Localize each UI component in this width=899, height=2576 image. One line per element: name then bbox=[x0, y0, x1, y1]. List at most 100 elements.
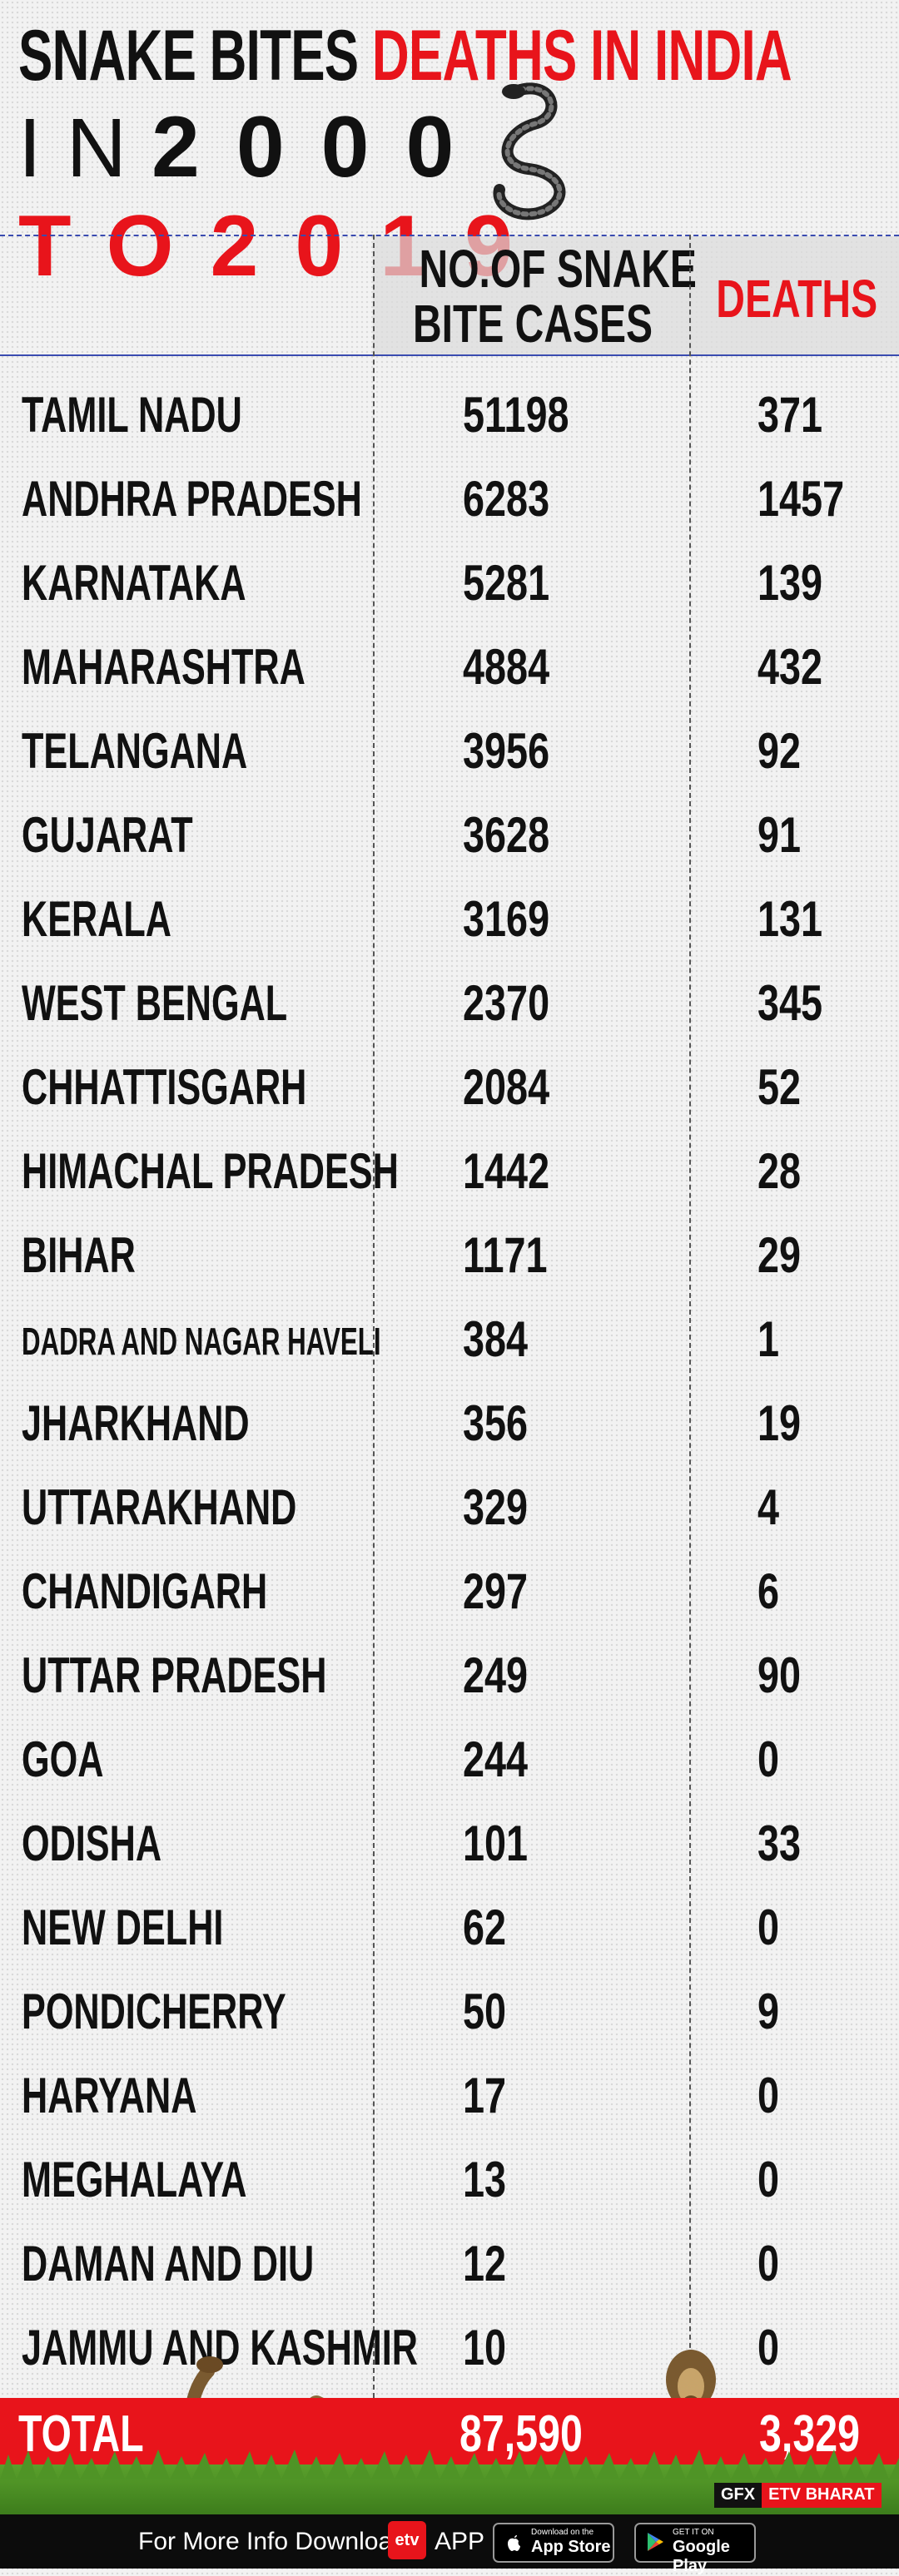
cases-value: 356 bbox=[463, 1395, 529, 1451]
table-row: GOA 244 0 bbox=[0, 1719, 899, 1803]
cases-value: 3956 bbox=[463, 723, 550, 779]
state-name: NEW DELHI bbox=[22, 1900, 224, 1955]
deaths-value: 29 bbox=[757, 1227, 802, 1283]
app-store-small-text: Download on the bbox=[531, 2528, 594, 2537]
table-row: CHANDIGARH 297 6 bbox=[0, 1551, 899, 1635]
table-row: GUJARAT 3628 91 bbox=[0, 795, 899, 879]
etv-logo[interactable]: etv bbox=[388, 2521, 426, 2559]
title-red: DEATHS IN INDIA bbox=[371, 16, 792, 96]
app-store-button[interactable]: Download on the App Store bbox=[493, 2523, 614, 2563]
deaths-value: 91 bbox=[757, 807, 802, 863]
state-name: UTTARAKHAND bbox=[22, 1479, 297, 1535]
deaths-value: 432 bbox=[757, 639, 823, 695]
google-play-icon bbox=[648, 2533, 663, 2551]
cases-value: 13 bbox=[463, 2152, 507, 2207]
cases-value: 249 bbox=[463, 1647, 529, 1703]
column-header-cases: NO.OF SNAKE BITE CASES bbox=[373, 241, 697, 354]
total-deaths: 3,329 bbox=[759, 2405, 861, 2463]
table-row: BIHAR 1171 29 bbox=[0, 1215, 899, 1299]
subtitle-to: TO bbox=[18, 198, 211, 295]
state-name: MAHARASHTRA bbox=[22, 639, 305, 695]
cases-value: 17 bbox=[463, 2068, 507, 2123]
deaths-value: 1 bbox=[757, 1311, 780, 1367]
cases-value: 51198 bbox=[463, 387, 569, 443]
table-row: TELANGANA 3956 92 bbox=[0, 711, 899, 795]
column-header-deaths-label: DEATHS bbox=[716, 269, 878, 329]
cases-value: 3169 bbox=[463, 891, 550, 947]
deaths-value: 0 bbox=[757, 1731, 780, 1787]
table-row: ODISHA 101 33 bbox=[0, 1803, 899, 1887]
google-play-label: Google Play bbox=[673, 2538, 730, 2575]
footer-text: For More Info Download bbox=[138, 2528, 406, 2555]
table-row: WEST BENGAL 2370 345 bbox=[0, 963, 899, 1047]
deaths-value: 0 bbox=[757, 2152, 780, 2207]
table-header-background bbox=[373, 236, 899, 354]
state-name: JHARKHAND bbox=[22, 1395, 250, 1451]
cases-value: 2370 bbox=[463, 975, 550, 1031]
subtitle-years: IN2000 TO2019 bbox=[18, 98, 899, 296]
page-title: SNAKE BITES DEATHS IN INDIA bbox=[18, 15, 792, 97]
total-cases: 87,590 bbox=[459, 2405, 583, 2463]
deaths-value: 139 bbox=[757, 555, 823, 611]
deaths-value: 345 bbox=[757, 975, 823, 1031]
cases-value: 4884 bbox=[463, 639, 550, 695]
deaths-value: 33 bbox=[757, 1816, 802, 1871]
state-name: KERALA bbox=[22, 891, 171, 947]
subtitle-year-start: 2000 bbox=[151, 99, 491, 196]
deaths-value: 92 bbox=[757, 723, 802, 779]
cases-value: 384 bbox=[463, 1311, 529, 1367]
table-row: KARNATAKA 5281 139 bbox=[0, 542, 899, 627]
deaths-value: 0 bbox=[757, 2236, 780, 2291]
table-row: UTTARAKHAND 329 4 bbox=[0, 1467, 899, 1551]
state-name: TELANGANA bbox=[22, 723, 248, 779]
cases-value: 1442 bbox=[463, 1143, 550, 1199]
gfx-badge: GFX ETV BHARAT bbox=[714, 2483, 882, 2508]
table-row: CHHATTISGARH 2084 52 bbox=[0, 1047, 899, 1131]
table-row: JHARKHAND 356 19 bbox=[0, 1383, 899, 1467]
cases-value: 12 bbox=[463, 2236, 507, 2291]
title-black: SNAKE BITES bbox=[18, 16, 372, 96]
total-label: TOTAL bbox=[18, 2405, 144, 2463]
table-row: ANDHRA PRADESH 6283 1457 bbox=[0, 458, 899, 542]
table-row: HARYANA 17 0 bbox=[0, 2055, 899, 2139]
cases-value: 101 bbox=[463, 1816, 529, 1871]
deaths-value: 52 bbox=[757, 1059, 802, 1115]
state-name: PONDICHERRY bbox=[22, 1984, 286, 2039]
snake-illustration-icon bbox=[493, 82, 566, 220]
table-header: NO.OF SNAKE BITE CASES DEATHS bbox=[0, 235, 899, 356]
table-row: MEGHALAYA 13 0 bbox=[0, 2139, 899, 2223]
table-row: NEW DELHI 62 0 bbox=[0, 1887, 899, 1971]
state-name: ODISHA bbox=[22, 1816, 162, 1871]
state-name: GUJARAT bbox=[22, 807, 193, 863]
cases-value: 50 bbox=[463, 1984, 507, 2039]
column-header-cases-line1: NO.OF SNAKE bbox=[419, 239, 697, 299]
brand-label: ETV BHARAT bbox=[762, 2483, 882, 2508]
header: SNAKE BITES DEATHS IN INDIA IN2000 TO201… bbox=[0, 0, 899, 295]
state-name: ANDHRA PRADESH bbox=[22, 471, 362, 527]
column-header-cases-line2: BITE CASES bbox=[413, 294, 653, 354]
google-play-button[interactable]: GET IT ON Google Play bbox=[634, 2523, 756, 2575]
table-row: KERALA 3169 131 bbox=[0, 879, 899, 963]
state-name: HARYANA bbox=[22, 2068, 197, 2123]
deaths-value: 0 bbox=[757, 1900, 780, 1955]
table-row: PONDICHERRY 50 9 bbox=[0, 1971, 899, 2055]
cases-value: 297 bbox=[463, 1563, 529, 1619]
table-row: DADRA AND NAGAR HAVELI 384 1 bbox=[0, 1299, 899, 1383]
state-name: DADRA AND NAGAR HAVELI bbox=[22, 1320, 381, 1363]
state-name: CHANDIGARH bbox=[22, 1563, 268, 1619]
cases-value: 6283 bbox=[463, 471, 550, 527]
column-divider bbox=[689, 235, 691, 2398]
table-row: MAHARASHTRA 4884 432 bbox=[0, 627, 899, 711]
state-name: DAMAN AND DIU bbox=[22, 2236, 315, 2291]
subtitle-in: IN bbox=[18, 102, 151, 195]
google-play-small-text: GET IT ON bbox=[673, 2528, 714, 2537]
deaths-value: 371 bbox=[757, 387, 823, 443]
deaths-value: 0 bbox=[757, 2320, 780, 2375]
state-name: HIMACHAL PRADESH bbox=[22, 1143, 399, 1199]
state-name: CHHATTISGARH bbox=[22, 1059, 307, 1115]
cases-value: 244 bbox=[463, 1731, 529, 1787]
table-row: DAMAN AND DIU 12 0 bbox=[0, 2223, 899, 2307]
deaths-value: 1457 bbox=[757, 471, 845, 527]
cases-value: 5281 bbox=[463, 555, 550, 611]
cases-value: 3628 bbox=[463, 807, 550, 863]
